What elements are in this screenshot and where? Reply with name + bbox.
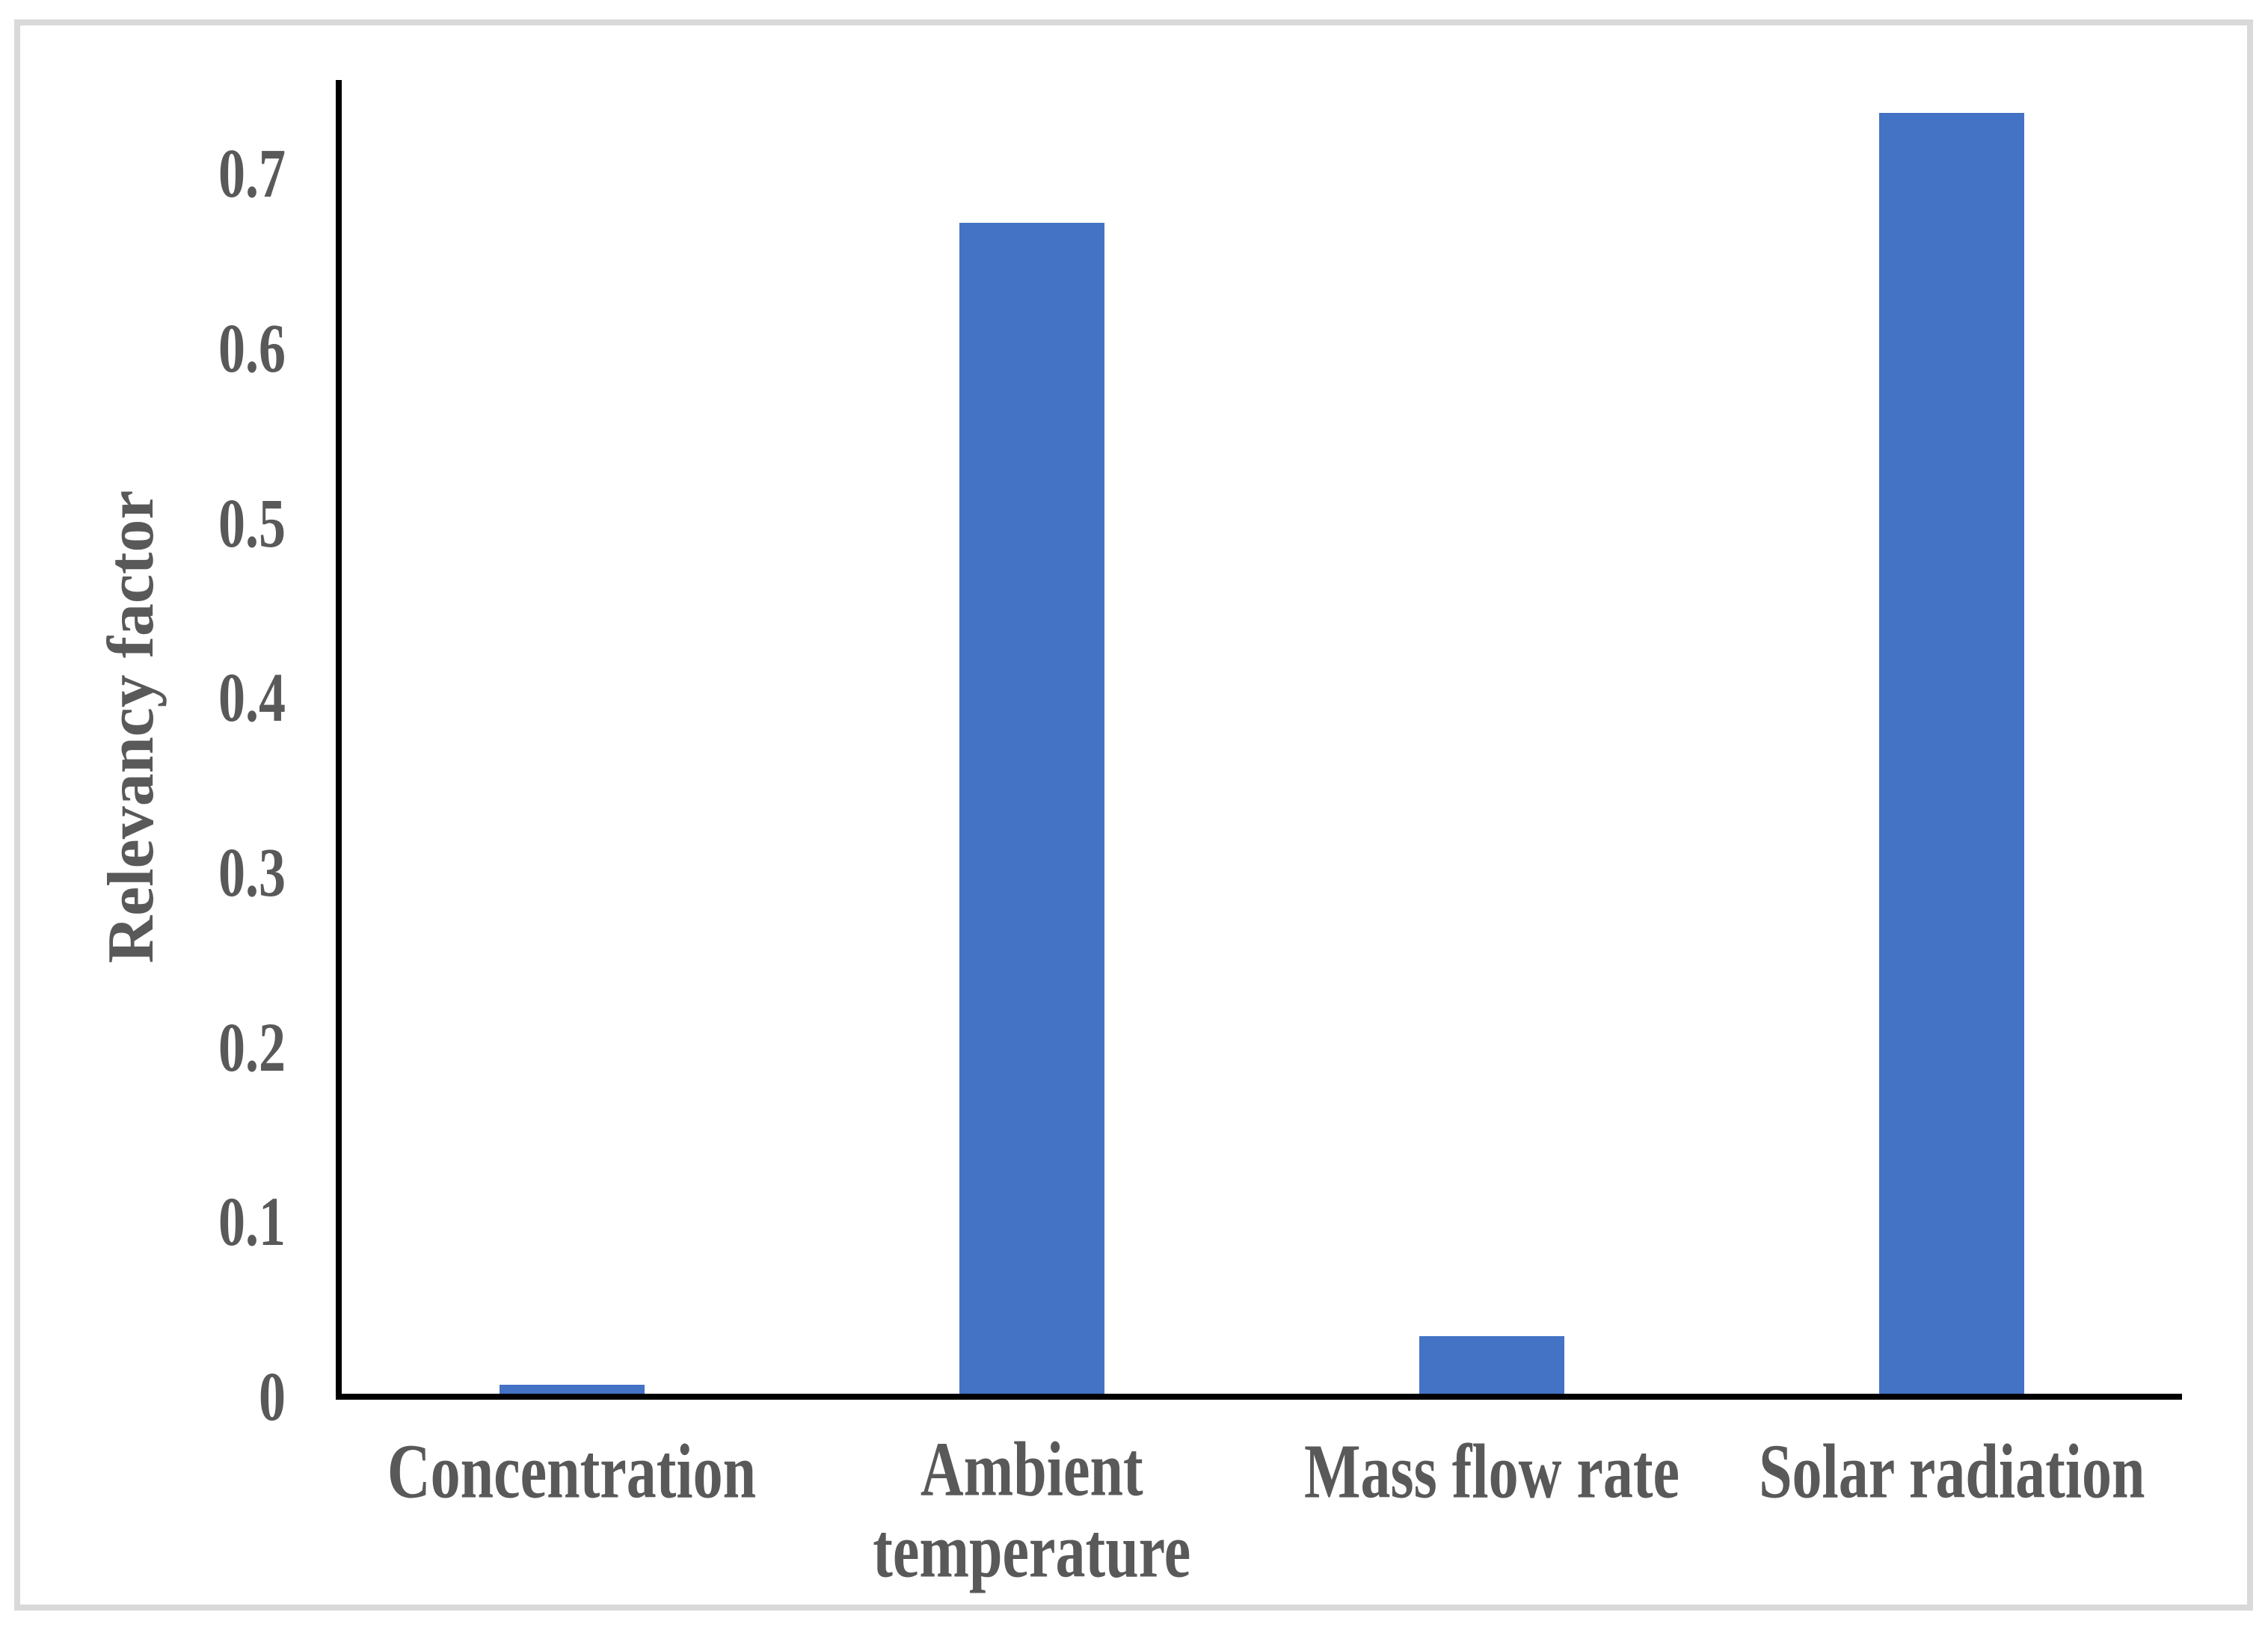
bar-concentration	[499, 1385, 645, 1394]
chart-border-frame	[14, 19, 2253, 1611]
x-category-label-text: Concentration	[387, 1429, 757, 1515]
y-tick-label-text: 0	[259, 1358, 286, 1436]
x-category-label: Mass flow rate	[1262, 1429, 1722, 1513]
y-tick-label: 0.3	[0, 828, 286, 917]
y-tick-label-text: 0.4	[218, 659, 286, 737]
bar-solar-radiation	[1879, 113, 2025, 1394]
y-tick-label-text: 0.3	[218, 833, 286, 911]
y-tick-label-text: 0.7	[218, 135, 286, 213]
y-tick-label: 0.4	[0, 653, 286, 742]
bar-mass-flow-rate	[1419, 1336, 1565, 1394]
x-category-label: Solar radiation	[1722, 1429, 2182, 1513]
x-category-label: Concentration	[342, 1429, 802, 1513]
y-tick-label-text: 0.1	[218, 1183, 286, 1261]
x-category-label-text: Ambient temperature	[873, 1427, 1191, 1594]
y-tick-label: 0.7	[0, 129, 286, 218]
x-category-label-text: Solar radiation	[1759, 1429, 2145, 1515]
y-tick-label: 0.1	[0, 1177, 286, 1267]
y-tick-label: 0.6	[0, 304, 286, 393]
y-tick-label: 0.5	[0, 479, 286, 568]
bar-ambient-temperature	[959, 223, 1104, 1394]
x-category-label-text: Mass flow rate	[1303, 1429, 1680, 1515]
y-tick-label: 0.2	[0, 1003, 286, 1092]
plot-area	[336, 80, 2182, 1400]
x-category-label: Ambient temperature	[802, 1429, 1261, 1592]
y-tick-label-text: 0.6	[218, 309, 286, 387]
y-tick-label-text: 0.2	[218, 1008, 286, 1086]
y-tick-label-text: 0.5	[218, 484, 286, 562]
y-tick-label: 0	[0, 1352, 286, 1442]
